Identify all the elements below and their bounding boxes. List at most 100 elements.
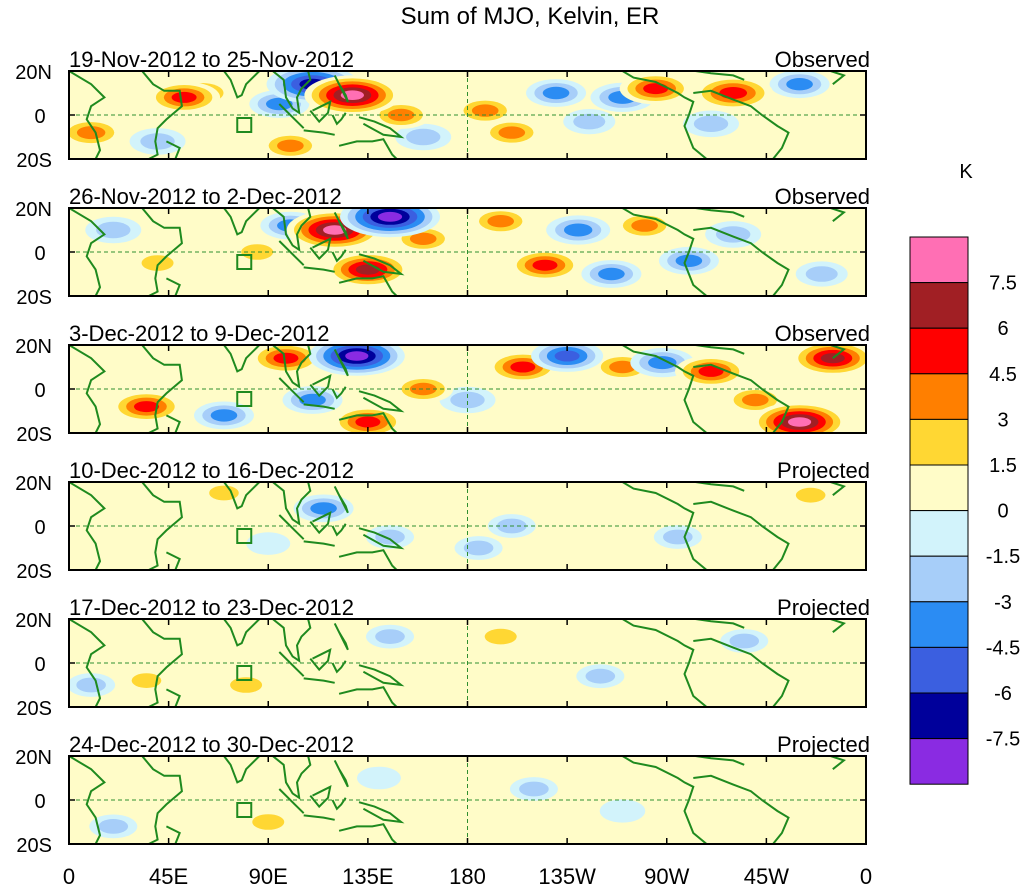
panel-period-label: 26-Nov-2012 to 2-Dec-2012 bbox=[69, 184, 342, 209]
coastline bbox=[272, 482, 312, 526]
colorbar-swatch bbox=[909, 282, 969, 329]
anomaly-contour bbox=[742, 393, 769, 407]
coastline bbox=[278, 240, 305, 266]
coastline bbox=[278, 103, 305, 129]
anomaly-contour bbox=[355, 264, 380, 275]
y-tick-label: 20S bbox=[16, 698, 52, 720]
coastline bbox=[358, 801, 405, 824]
anomaly-contour bbox=[820, 353, 845, 364]
anomaly-contour bbox=[663, 529, 693, 545]
coastline bbox=[223, 756, 261, 784]
coastline bbox=[141, 208, 183, 296]
y-tick-label: 20N bbox=[15, 199, 52, 221]
colorbar-label: -6 bbox=[994, 683, 1012, 705]
coastline bbox=[69, 71, 106, 159]
anomaly-contour bbox=[787, 417, 812, 427]
anomaly-contour bbox=[711, 492, 756, 516]
x-tick-label: 45E bbox=[149, 864, 188, 889]
coastline bbox=[830, 619, 846, 633]
anomaly-contour bbox=[563, 223, 593, 237]
colorbar-label: 0 bbox=[997, 501, 1008, 523]
y-tick-label: 20N bbox=[15, 473, 52, 495]
region-box bbox=[236, 665, 253, 681]
panel-kind-label: Observed bbox=[775, 321, 870, 346]
panel-5: 20N 0 20S 17-Dec-2012 to 23-Dec-2012 Project… bbox=[15, 595, 870, 720]
anomaly-contour bbox=[409, 382, 437, 396]
coastline bbox=[165, 551, 181, 570]
coastline bbox=[272, 71, 312, 115]
coastline bbox=[331, 112, 347, 126]
x-tick-label: 45W bbox=[744, 864, 789, 889]
anomaly-contour bbox=[157, 762, 202, 785]
coastline bbox=[69, 482, 106, 570]
anomaly-contour bbox=[445, 669, 490, 692]
coastline bbox=[272, 756, 312, 800]
anomaly-contour bbox=[487, 215, 515, 228]
coastline bbox=[223, 208, 261, 236]
anomaly-contour bbox=[246, 532, 291, 555]
colorbar-swatch bbox=[909, 646, 969, 694]
panel-period-label: 24-Dec-2012 to 30-Dec-2012 bbox=[69, 732, 354, 757]
y-tick-label: 0 bbox=[34, 791, 45, 813]
y-tick-label: 20S bbox=[16, 424, 52, 446]
coastline bbox=[309, 647, 332, 672]
coastline bbox=[331, 249, 347, 263]
anomaly-contour bbox=[609, 360, 636, 374]
panel-period-label: 19-Nov-2012 to 25-Nov-2012 bbox=[69, 47, 354, 72]
anomaly-contour bbox=[252, 814, 285, 830]
coastline bbox=[165, 688, 181, 707]
colorbar-swatch bbox=[909, 236, 969, 284]
coastline bbox=[165, 825, 181, 844]
coastline bbox=[141, 756, 183, 844]
coastline bbox=[223, 71, 261, 99]
coastline bbox=[223, 482, 261, 510]
coastline bbox=[278, 788, 305, 814]
colorbar-units: K bbox=[959, 161, 973, 183]
coastline bbox=[693, 89, 790, 159]
anomaly-contour bbox=[554, 350, 580, 362]
panel-kind-label: Projected bbox=[777, 732, 870, 757]
anomaly-contour bbox=[209, 485, 239, 501]
coastline bbox=[303, 677, 335, 684]
y-tick-label: 0 bbox=[34, 380, 45, 402]
coastline bbox=[272, 208, 312, 252]
anomaly-contour bbox=[599, 799, 646, 823]
colorbar-swatch bbox=[909, 373, 969, 420]
region-box bbox=[236, 117, 253, 133]
anomaly-contour bbox=[277, 139, 304, 152]
coastline bbox=[830, 345, 846, 359]
coastline bbox=[223, 619, 261, 647]
coastline bbox=[272, 619, 312, 663]
x-tick-label: 90W bbox=[644, 864, 689, 889]
coastline bbox=[309, 373, 332, 398]
coastline bbox=[309, 510, 332, 535]
anomaly-contour bbox=[375, 629, 405, 644]
y-tick-label: 20N bbox=[15, 62, 52, 84]
coastline bbox=[695, 482, 745, 492]
coastline bbox=[693, 363, 790, 433]
coastline bbox=[621, 345, 708, 433]
coastline bbox=[333, 759, 349, 788]
colorbar-label: -3 bbox=[994, 592, 1012, 614]
colorbar-swatch bbox=[909, 464, 969, 512]
coastline bbox=[338, 823, 398, 844]
coastline bbox=[830, 756, 846, 770]
coastline bbox=[358, 253, 405, 276]
anomaly-contour bbox=[355, 416, 381, 428]
coastline bbox=[333, 622, 349, 651]
y-tick-label: 0 bbox=[34, 517, 45, 539]
y-tick-label: 20S bbox=[16, 150, 52, 172]
x-tick-label: 180 bbox=[449, 864, 486, 889]
coastline bbox=[141, 345, 183, 433]
anomaly-field bbox=[69, 619, 866, 707]
coastline bbox=[338, 686, 398, 707]
colorbar-swatch bbox=[909, 692, 969, 740]
coastline bbox=[338, 412, 398, 433]
coastline bbox=[303, 266, 335, 273]
anomaly-contour bbox=[729, 633, 760, 649]
panel-period-label: 10-Dec-2012 to 16-Dec-2012 bbox=[69, 458, 354, 483]
anomaly-contour bbox=[795, 487, 826, 503]
anomaly-contour bbox=[498, 126, 526, 139]
panel-2: 20N 0 20S 26-Nov-2012 to 2-Dec-2012 Observed bbox=[15, 184, 870, 309]
anomaly-field bbox=[69, 71, 866, 159]
